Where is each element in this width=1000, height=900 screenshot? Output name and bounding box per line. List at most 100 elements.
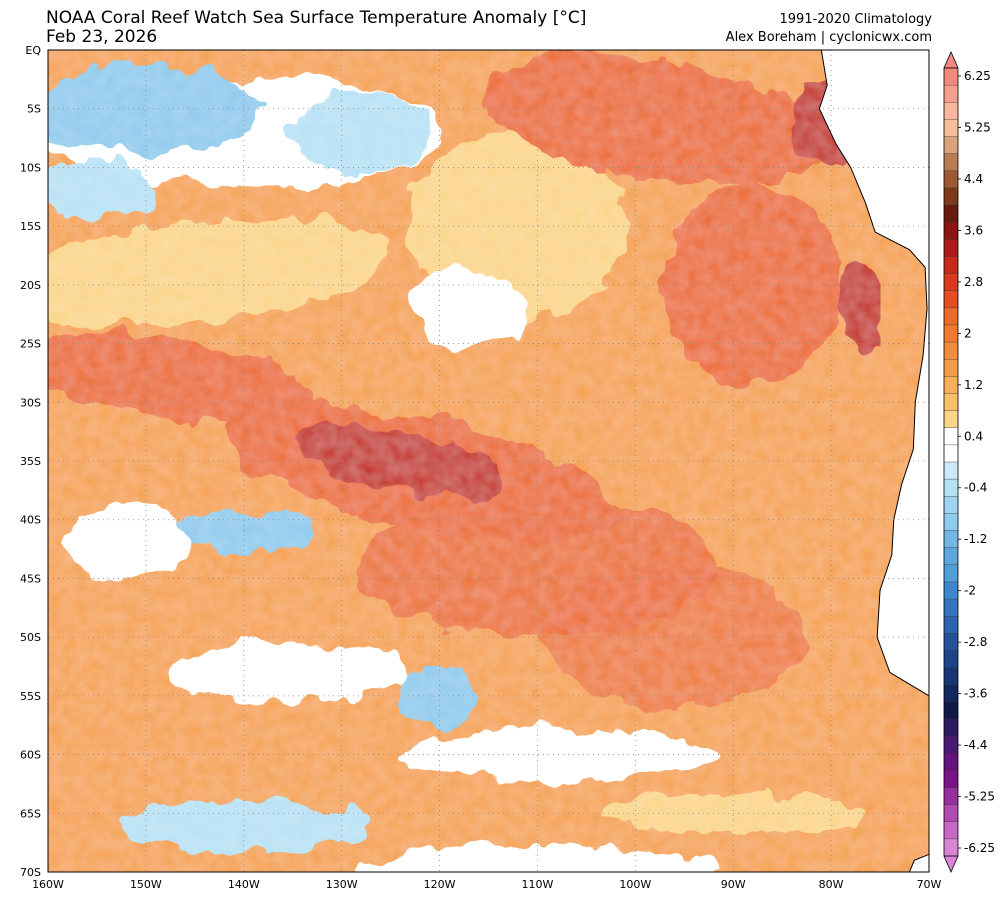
colorbar: 6.25 5.25 4.4 3.6 2.8 2 1.2 0.4 -0.4 -1.2 -2 -2.8 -3… — [943, 51, 995, 873]
lat-tick-label: 35S — [20, 455, 41, 468]
colorbar-swatch — [944, 376, 958, 394]
warm-south-east — [544, 567, 805, 708]
lat-tick-label: 30S — [20, 396, 41, 409]
colorbar-tick-label: 2.8 — [964, 275, 983, 289]
lon-tick-label: 70W — [917, 878, 942, 891]
cool-south-west — [173, 506, 314, 557]
warm-north-east — [487, 54, 823, 187]
lat-tick-label: 25S — [20, 338, 41, 351]
colorbar-swatch — [944, 102, 958, 120]
map-title: NOAA Coral Reef Watch Sea Surface Temper… — [46, 8, 587, 28]
lon-tick-label: 160W — [32, 878, 64, 891]
lat-tick-label: 40S — [20, 514, 41, 527]
warm-streak-south — [48, 699, 256, 740]
colorbar-swatch — [944, 513, 958, 531]
colorbar-tick-label: 3.6 — [964, 223, 983, 237]
neutral-polar-edge — [357, 847, 718, 872]
latitude-labels: EQ 5S 10S 15S 20S 25S 30S 35S 40S 45S 50S 55S 60S 65S… — [20, 44, 41, 879]
colorbar-swatch — [944, 496, 958, 514]
colorbar-swatch — [944, 256, 958, 274]
lat-tick-label: 50S — [20, 631, 41, 644]
lat-tick-label: EQ — [25, 44, 41, 57]
longitude-labels: 160W 150W 140W 130W 120W 110W 100W 90W 80W 70W — [32, 878, 941, 891]
colorbar-swatch — [944, 581, 958, 600]
colorbar-tick-label: -4.4 — [964, 738, 987, 752]
colorbar-swatch — [944, 393, 958, 411]
colorbar-swatch — [944, 136, 958, 154]
cool-north-west — [48, 63, 266, 154]
neutral-south — [172, 642, 413, 703]
lon-tick-label: 150W — [130, 878, 162, 891]
south-america-coast — [818, 50, 929, 697]
colorbar-swatch — [944, 205, 958, 223]
weak-cool-north-2 — [48, 160, 157, 221]
colorbar-tick-label: -3.6 — [964, 687, 987, 701]
colorbar-swatch — [944, 479, 958, 497]
colorbar-swatch — [944, 68, 958, 86]
colorbar-tick-label: 1.2 — [964, 378, 983, 392]
colorbar-swatch — [944, 547, 958, 566]
lon-tick-label: 90W — [721, 878, 746, 891]
colorbar-tick-label: -2 — [964, 584, 976, 598]
colorbar-tick-label: 4.4 — [964, 172, 983, 186]
colorbar-tick-label: -1.2 — [964, 532, 987, 546]
colorbar-swatch — [944, 85, 958, 103]
colorbar-swatch — [944, 684, 958, 703]
lat-tick-label: 65S — [20, 807, 41, 820]
colorbar-swatch — [944, 427, 958, 446]
lon-tick-label: 100W — [619, 878, 651, 891]
lon-tick-label: 130W — [326, 878, 358, 891]
colorbar-tick-label: -2.8 — [964, 635, 987, 649]
colorbar-swatch — [944, 736, 958, 754]
colorbar-swatch — [944, 650, 958, 668]
colorbar-bottom-arrow — [943, 855, 959, 873]
colorbar-swatch — [944, 787, 958, 805]
strong-warm-core — [292, 423, 509, 499]
colorbar-swatch — [944, 753, 958, 771]
colorbar-tick-label: 6.25 — [964, 69, 991, 83]
map-date: Feb 23, 2026 — [46, 27, 158, 47]
colorbar-swatch — [944, 633, 958, 651]
colorbar-swatch — [944, 701, 958, 720]
anomaly-field — [48, 50, 929, 872]
climatology-label: 1991-2020 Climatology — [779, 12, 932, 27]
colorbar-swatch — [944, 239, 958, 257]
strong-warm-chile-coast — [840, 263, 881, 354]
colorbar-swatch — [944, 324, 958, 343]
weak-warm-band-north — [48, 219, 394, 328]
colorbar-swatch — [944, 359, 958, 377]
lon-tick-label: 120W — [424, 878, 456, 891]
colorbar-tick-label: 5.25 — [964, 120, 991, 134]
land-mass — [818, 50, 929, 872]
colorbar-tick-label: 2 — [964, 326, 972, 340]
colorbar-tick-label: 0.4 — [964, 429, 983, 443]
neutral-south-west — [66, 503, 187, 584]
colorbar-swatch — [944, 290, 958, 309]
weak-cool-north — [291, 92, 432, 173]
colorbar-swatch — [944, 462, 958, 480]
colorbar-swatch — [944, 530, 958, 548]
lat-lon-gridlines — [48, 50, 929, 872]
lat-tick-label: 20S — [20, 279, 41, 292]
colorbar-swatch — [944, 187, 958, 206]
colorbar-tick-label: -0.4 — [964, 481, 987, 495]
colorbar-swatch — [944, 718, 958, 737]
colorbar-swatch — [944, 804, 958, 823]
lat-tick-label: 10S — [20, 161, 41, 174]
colorbar-swatch — [944, 821, 958, 840]
colorbar-tick-label: -6.25 — [964, 841, 995, 855]
lat-tick-label: 55S — [20, 690, 41, 703]
map-frame — [47, 49, 930, 873]
colorbar-swatch — [944, 667, 958, 685]
colorbar-swatch — [944, 222, 958, 240]
lat-tick-label: 45S — [20, 572, 41, 585]
colorbar-tick-label: -5.25 — [964, 790, 995, 804]
colorbar-swatch — [944, 170, 958, 189]
neutral-far-south — [397, 729, 718, 780]
lon-tick-label: 110W — [522, 878, 554, 891]
colorbar-swatch — [944, 273, 958, 291]
colorbar-swatch — [944, 599, 958, 617]
colorbar-swatch — [944, 307, 958, 326]
colorbar-swatch — [944, 616, 958, 634]
lat-tick-label: 15S — [20, 220, 41, 233]
